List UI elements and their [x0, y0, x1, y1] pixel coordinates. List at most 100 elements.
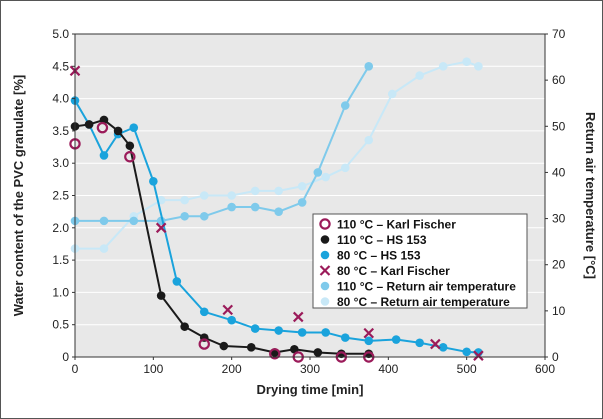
data-point: [364, 62, 374, 71]
data-point: [340, 333, 350, 342]
x-tick-label: 400: [378, 362, 398, 376]
data-point: [199, 307, 209, 317]
y-left-tick-label: 1.5: [52, 253, 69, 267]
y-left-tick-label: 1.0: [52, 285, 69, 299]
legend-item: 110 °C – Karl Fischer: [319, 218, 456, 232]
y-right-tick-label: 30: [552, 212, 566, 226]
y-right-tick-label: 70: [552, 27, 566, 41]
data-point: [227, 202, 236, 212]
data-point: [180, 322, 189, 331]
x-tick-label: 500: [457, 362, 477, 376]
data-point: [250, 186, 260, 196]
data-point: [227, 191, 236, 200]
legend-label: 80 °C – Karl Fischer: [337, 264, 450, 278]
data-point: [172, 277, 182, 286]
y-left-tick-label: 4.0: [52, 92, 69, 106]
y-left-tick-labels: 0 0.5 1.0 1.5 2.0 2.5 3.0 3.5 4.0 4.5 5.0: [52, 27, 75, 364]
data-point: [415, 338, 424, 348]
legend-label: 80 °C – Return air temperature: [337, 295, 510, 309]
series-layer: [69, 57, 484, 363]
data-point: [227, 315, 236, 325]
series-1: [70, 115, 374, 359]
y-left-tick-label: 3.0: [52, 156, 69, 170]
data-point: [319, 218, 331, 230]
data-point: [474, 62, 483, 71]
data-point: [387, 89, 397, 99]
data-point: [391, 335, 401, 344]
y-right-tick-label: 60: [552, 73, 566, 87]
data-point: [320, 250, 330, 260]
data-point: [198, 338, 210, 350]
data-point: [430, 338, 441, 350]
legend-item: 80 °C – HS 153: [320, 249, 421, 263]
y-left-tick-label: 2.5: [52, 189, 69, 203]
data-point: [462, 347, 471, 357]
data-point: [199, 211, 209, 221]
data-point: [180, 211, 189, 221]
legend-label: 110 °C – Karl Fischer: [337, 218, 456, 232]
data-point: [438, 62, 448, 71]
y-left-tick-label: 4.5: [52, 59, 69, 73]
y-right-axis-title: Return air temperature [°C]: [583, 112, 598, 279]
y-right-tick-label: 20: [552, 258, 566, 272]
data-point: [297, 181, 307, 191]
data-point: [269, 348, 281, 360]
data-point: [297, 198, 307, 207]
data-point: [180, 195, 189, 205]
y-left-axis-title: Water content of the PVC granulate [%]: [11, 75, 26, 316]
y-left-tick-label: 3.5: [52, 124, 69, 138]
y-right-tick-labels: 0 10 20 30 40 50 60 70: [545, 27, 566, 364]
data-point: [155, 222, 167, 234]
data-point: [113, 126, 123, 136]
data-point: [250, 324, 260, 333]
data-point: [292, 311, 304, 323]
data-point: [319, 265, 331, 276]
data-point: [274, 186, 283, 196]
data-point: [473, 350, 484, 361]
data-point: [415, 71, 424, 80]
data-point: [125, 141, 135, 151]
data-point: [129, 216, 139, 226]
data-point: [124, 151, 136, 163]
legend-item: 110 °C – Return air temperature: [320, 280, 516, 294]
data-point: [149, 176, 158, 186]
data-point: [246, 343, 256, 352]
data-point: [274, 207, 283, 216]
legend-label: 80 °C – HS 153: [337, 249, 421, 263]
data-point: [313, 348, 323, 357]
y-left-tick-label: 5.0: [52, 27, 69, 41]
y-left-tick-label: 0.5: [52, 318, 69, 332]
data-point: [290, 344, 299, 354]
data-point: [340, 163, 350, 173]
legend-box: [312, 213, 528, 309]
legend-item: 80 °C – Return air temperature: [320, 295, 510, 309]
y-right-tick-label: 50: [552, 119, 566, 133]
data-point: [438, 343, 448, 352]
x-tick-label: 600: [535, 362, 555, 376]
data-point: [364, 135, 374, 145]
data-point: [99, 216, 109, 226]
data-point: [99, 151, 109, 160]
legend-item: 110 °C – HS 153: [320, 233, 427, 247]
series-5: [70, 57, 483, 253]
y-right-tick-label: 40: [552, 165, 566, 179]
data-point: [219, 341, 229, 351]
x-axis-title: Drying time [min]: [257, 382, 364, 397]
x-tick-label: 300: [300, 362, 320, 376]
data-point: [321, 172, 330, 182]
data-point: [297, 328, 307, 337]
data-point: [321, 328, 330, 337]
data-point: [320, 235, 330, 244]
data-point: [96, 121, 109, 134]
legend-item: 80 °C – Karl Fischer: [319, 264, 450, 278]
y-right-tick-label: 0: [552, 350, 559, 364]
data-point: [462, 57, 471, 66]
y-right-tick-label: 10: [552, 304, 566, 318]
data-point: [250, 202, 260, 212]
data-point: [337, 349, 346, 359]
y-left-tick-label: 2.0: [52, 221, 69, 235]
data-point: [364, 349, 374, 359]
data-point: [129, 123, 139, 132]
